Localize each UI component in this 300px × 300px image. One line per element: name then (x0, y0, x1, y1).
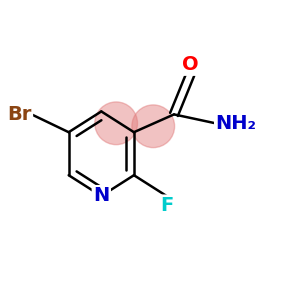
Circle shape (132, 105, 175, 148)
Text: F: F (160, 196, 173, 215)
Circle shape (95, 102, 137, 145)
Text: NH₂: NH₂ (215, 114, 256, 133)
Text: N: N (93, 187, 110, 206)
Text: Br: Br (7, 105, 31, 124)
Text: O: O (182, 55, 199, 74)
